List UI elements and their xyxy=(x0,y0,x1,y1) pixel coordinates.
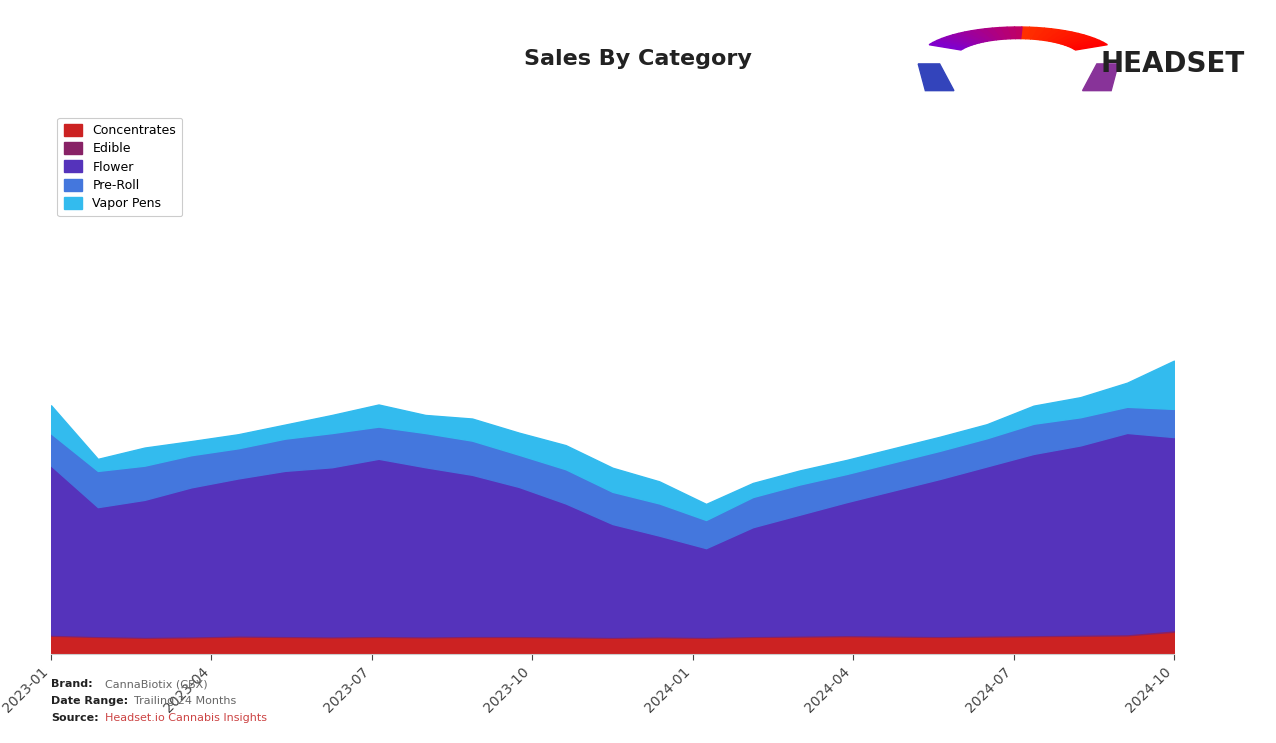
Polygon shape xyxy=(1014,27,1022,39)
Text: CannaBiotix (CBX): CannaBiotix (CBX) xyxy=(105,679,207,690)
Polygon shape xyxy=(1021,27,1030,39)
Text: Sales By Category: Sales By Category xyxy=(524,50,752,69)
Polygon shape xyxy=(1082,64,1118,91)
Polygon shape xyxy=(937,39,968,48)
Polygon shape xyxy=(1068,39,1100,48)
Text: Source:: Source: xyxy=(51,713,98,724)
Text: Brand:: Brand: xyxy=(51,679,93,690)
Legend: Concentrates, Edible, Flower, Pre-Roll, Vapor Pens: Concentrates, Edible, Flower, Pre-Roll, … xyxy=(57,117,182,216)
Polygon shape xyxy=(1057,33,1085,44)
Polygon shape xyxy=(971,30,993,41)
Text: Date Range:: Date Range: xyxy=(51,696,128,707)
Polygon shape xyxy=(929,42,963,50)
Text: Trailing 24 Months: Trailing 24 Months xyxy=(134,696,236,707)
Polygon shape xyxy=(1035,28,1051,40)
Polygon shape xyxy=(1060,35,1090,45)
Text: HEADSET: HEADSET xyxy=(1100,50,1244,78)
Polygon shape xyxy=(933,41,966,48)
Polygon shape xyxy=(1049,31,1072,42)
Polygon shape xyxy=(1026,27,1037,39)
Text: Headset.io Cannabis Insights: Headset.io Cannabis Insights xyxy=(105,713,267,724)
Polygon shape xyxy=(952,33,980,44)
Polygon shape xyxy=(947,35,976,45)
Polygon shape xyxy=(1007,27,1016,39)
Polygon shape xyxy=(1040,29,1059,40)
Polygon shape xyxy=(1053,32,1078,43)
Polygon shape xyxy=(985,28,1002,40)
Polygon shape xyxy=(958,32,984,43)
Polygon shape xyxy=(919,64,954,91)
Polygon shape xyxy=(1064,36,1095,46)
Polygon shape xyxy=(1030,27,1045,39)
Polygon shape xyxy=(1073,42,1108,50)
Polygon shape xyxy=(965,31,988,42)
Polygon shape xyxy=(1071,41,1104,48)
Polygon shape xyxy=(991,27,1007,39)
Polygon shape xyxy=(977,29,997,40)
Polygon shape xyxy=(999,27,1011,39)
Polygon shape xyxy=(1044,30,1065,41)
Polygon shape xyxy=(942,36,972,46)
